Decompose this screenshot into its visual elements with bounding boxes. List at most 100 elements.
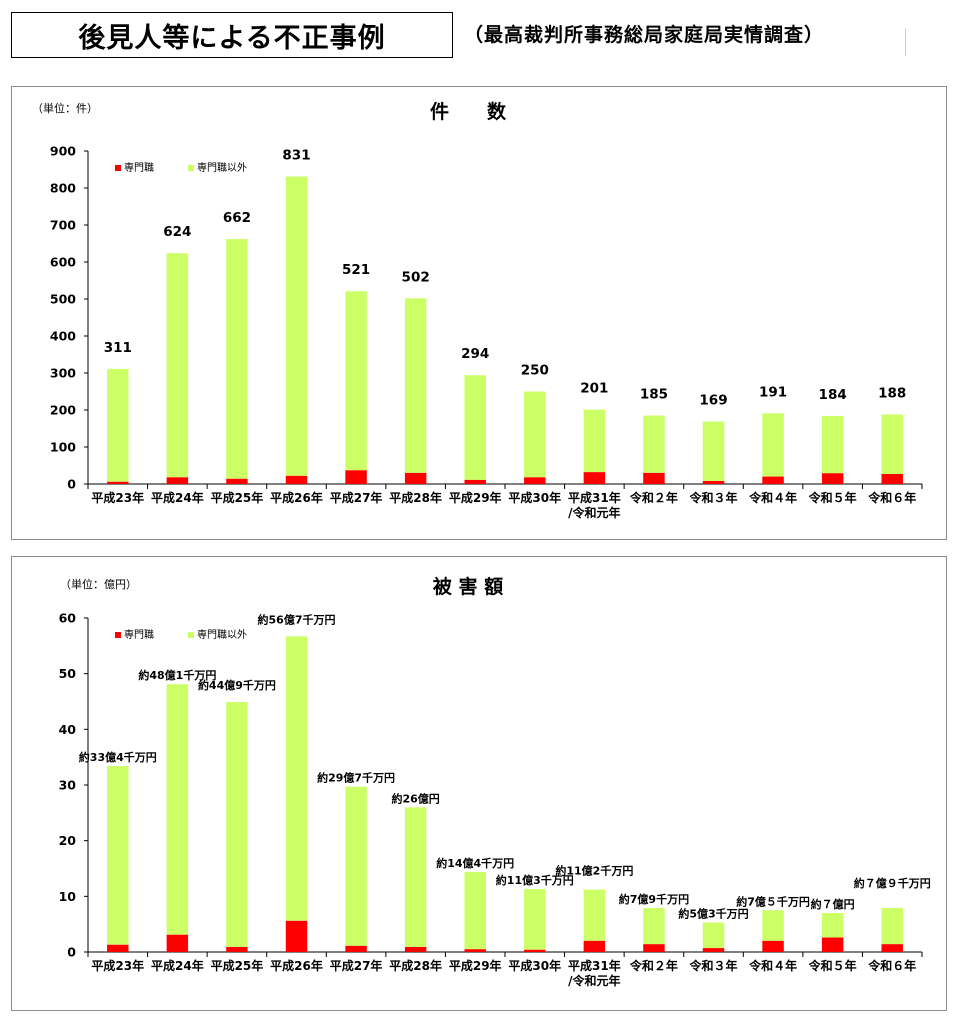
y-tick-label: 50 (59, 666, 77, 681)
bar-professional (702, 948, 725, 952)
bar-professional (762, 940, 784, 952)
bar-professional (107, 944, 129, 952)
bar-non-professional (345, 291, 367, 471)
y-tick-label: 400 (50, 329, 76, 344)
x-tick-label: 平成26年 (270, 490, 323, 505)
data-label: 191 (759, 384, 787, 400)
y-tick-label: 60 (59, 611, 77, 626)
x-tick-label: 平成26年 (270, 958, 323, 973)
legend-label-non-professional: 専門職以外 (197, 162, 247, 174)
x-tick-label: 平成30年 (508, 958, 561, 973)
x-tick-label: 平成27年 (330, 958, 383, 973)
y-tick-label: 0 (67, 945, 76, 960)
y-tick-label: 600 (50, 255, 76, 270)
bar-professional (285, 475, 308, 484)
count-chart: 件 数 （単位：件） 0 100 200 300 400 500 600 700 800 900 平成2… (32, 100, 923, 520)
data-label: 約７億円 (811, 897, 855, 911)
data-label: 約14億4千万円 (436, 856, 514, 870)
x-tick-label: 令和４年 (748, 490, 797, 505)
data-label: 188 (878, 385, 906, 401)
bar-non-professional (702, 421, 725, 482)
legend-label-non-professional: 専門職以外 (197, 629, 247, 641)
unit-label: （単位：億円） (60, 577, 137, 591)
bar-non-professional (285, 636, 308, 921)
bar-non-professional (107, 766, 129, 945)
data-label: 約7億５千万円 (736, 894, 810, 908)
bar-non-professional (881, 908, 903, 945)
count-chart-panel: 件 数 （単位：件） 0 100 200 300 400 500 600 700 800 900 平成2… (11, 86, 947, 540)
data-label: 521 (342, 262, 370, 278)
bar-non-professional (285, 176, 308, 476)
y-tick-label: 30 (59, 778, 77, 793)
bar-non-professional (464, 871, 486, 950)
y-tick-label: 300 (50, 366, 76, 381)
x-tick-label: 平成28年 (389, 958, 442, 973)
x-tick-label: 平成28年 (389, 490, 442, 505)
bar-professional (821, 473, 844, 484)
bar-non-professional (643, 908, 665, 945)
legend-swatch-non-professional (188, 165, 194, 171)
x-tick-label: 平成24年 (151, 958, 204, 973)
bar-non-professional (404, 807, 427, 947)
bar-professional (583, 472, 606, 484)
x-tick-label: /令和元年 (568, 973, 620, 988)
bar-non-professional (821, 415, 844, 474)
data-label: 約48億1千万円 (138, 668, 216, 682)
data-label: 約7億9千万円 (619, 892, 689, 906)
y-tick-label: 100 (50, 440, 76, 455)
legend-swatch-professional (115, 165, 121, 171)
damage-chart: 被 害 額 （単位：億円） 0 10 20 30 40 50 60 平成23年 約33億4千万円平成… (59, 575, 931, 988)
page-title: 後見人等による不正事例 (11, 12, 453, 58)
bar-non-professional (643, 415, 665, 473)
x-tick-label: 平成25年 (211, 490, 264, 505)
bar-non-professional (762, 413, 784, 477)
x-tick-label: 平成31年 (568, 958, 621, 973)
damage-chart-panel: 被 害 額 （単位：億円） 0 10 20 30 40 50 60 平成23年 約33億4千万円 平成… (11, 556, 947, 1011)
data-label: 624 (163, 224, 191, 240)
bar-non-professional (166, 684, 189, 935)
y-tick-label: 500 (50, 292, 76, 307)
y-tick-label: 200 (50, 403, 76, 418)
x-tick-label: 平成29年 (449, 958, 502, 973)
data-label: 約56億7千万円 (258, 612, 336, 626)
data-label: 約44億9千万円 (198, 678, 276, 692)
bar-professional (166, 477, 189, 484)
source-note: （最高裁判所事務総局家庭局実情調査） (464, 24, 825, 46)
bar-non-professional (464, 375, 486, 480)
y-tick-label: 900 (50, 144, 76, 159)
chart-title: 被 害 額 (433, 575, 503, 598)
x-tick-label: 令和２年 (629, 490, 678, 505)
bar-professional (643, 944, 665, 952)
data-label: 約33億4千万円 (79, 750, 157, 764)
x-tick-label: 令和４年 (748, 958, 797, 973)
bar-non-professional (702, 922, 725, 949)
bar-professional (881, 474, 903, 484)
data-label: 250 (521, 363, 549, 379)
bar-professional (345, 945, 367, 952)
data-label: 約７億９千万円 (854, 876, 931, 890)
y-tick-label: 800 (50, 181, 76, 196)
legend-label-professional: 専門職 (124, 629, 154, 641)
data-label: 184 (819, 387, 847, 403)
data-label: 502 (402, 269, 430, 285)
bar-professional (404, 946, 427, 952)
bar-professional (881, 944, 903, 952)
bar-professional (166, 934, 189, 952)
x-tick-label: 令和５年 (808, 490, 857, 505)
bar-non-professional (583, 409, 606, 473)
bar-professional (226, 478, 248, 484)
data-label: 201 (580, 381, 608, 397)
bar-professional (285, 920, 308, 952)
data-label: 169 (699, 392, 727, 408)
bar-professional (643, 472, 665, 484)
bar-professional (583, 940, 606, 952)
bar-non-professional (107, 368, 129, 482)
y-tick-label: 700 (50, 218, 76, 233)
bar-non-professional (166, 253, 189, 478)
bar-non-professional (226, 239, 248, 479)
bar-professional (226, 946, 248, 952)
x-tick-label: 平成29年 (449, 490, 502, 505)
x-tick-label: 令和６年 (867, 490, 916, 505)
y-tick-label: 0 (67, 477, 76, 492)
data-label: 185 (640, 387, 668, 403)
